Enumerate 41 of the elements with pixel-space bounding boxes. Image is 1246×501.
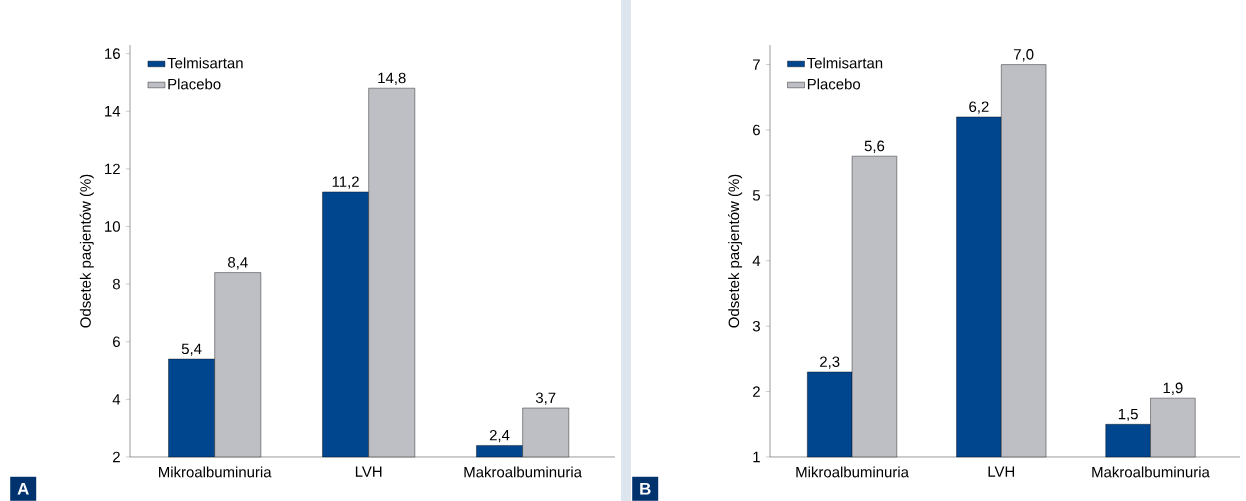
x-tick-label: Mikroalbuminuria: [796, 466, 909, 478]
y-tick-label: 16: [105, 48, 120, 59]
legend-label: Placebo: [807, 78, 861, 90]
data-label: 7,0: [1014, 49, 1034, 62]
legend-label: Placebo: [168, 78, 221, 90]
data-label: 14,8: [378, 72, 406, 86]
data-label: 6,2: [969, 101, 989, 114]
x-tick-label: Makroalbuminuria: [1092, 466, 1210, 478]
data-label: 1,9: [1163, 382, 1183, 395]
text: B: [640, 482, 651, 495]
y-tick-label: 2: [113, 451, 120, 463]
y-tick-label: 5: [752, 190, 760, 201]
y-tick-label: 10: [105, 221, 120, 232]
data-label: 2,4: [489, 429, 510, 443]
legend-label: Telmisartan: [167, 57, 243, 69]
y-tick-label: 12: [105, 163, 120, 175]
y-tick-label: 8: [112, 278, 120, 290]
x-tick-label: Makroalbuminuria: [464, 466, 582, 478]
data-label: 11,2: [332, 176, 359, 189]
data-label: 2,3: [820, 356, 840, 369]
y-tick-label: 4: [112, 394, 121, 405]
data-label: 5,4: [181, 343, 202, 356]
y-tick-label: 6: [753, 124, 760, 136]
text: A: [17, 482, 29, 495]
y-tick-label: 2: [753, 386, 760, 397]
y-tick-label: 4: [752, 255, 761, 266]
y-axis-title: Odsetek pacjentów (%): [79, 174, 94, 328]
x-tick-label: LVH: [988, 466, 1015, 477]
data-label: 5,6: [864, 140, 885, 153]
y-axis-title: Odsetek pacjentów (%): [728, 174, 743, 328]
data-label: 8,4: [228, 257, 248, 270]
data-label: 1,5: [1118, 408, 1138, 422]
y-tick-label: 1: [753, 451, 760, 463]
x-tick-label: LVH: [355, 466, 382, 477]
x-tick-label: Mikroalbuminuria: [159, 466, 272, 478]
y-tick-label: 14: [105, 106, 121, 117]
y-tick-label: 3: [752, 320, 760, 332]
legend-label: Telmisartan: [807, 57, 883, 69]
y-tick-label: 6: [113, 336, 120, 348]
data-label: 3,7: [535, 392, 556, 405]
y-tick-label: 7: [753, 59, 760, 70]
